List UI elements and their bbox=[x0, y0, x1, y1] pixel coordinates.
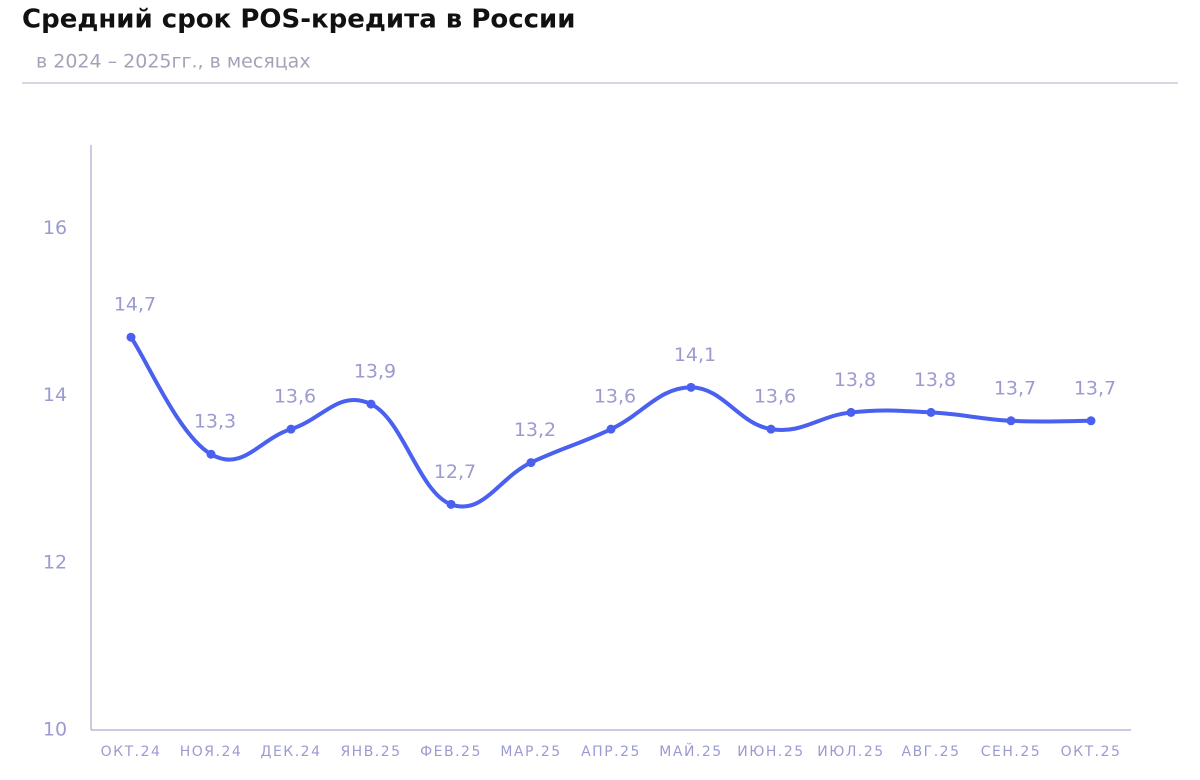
value-label: 13,6 bbox=[274, 386, 316, 408]
y-tick-label: 14 bbox=[43, 384, 67, 406]
chart-subtitle: в 2024 – 2025гг., в месяцах bbox=[36, 51, 311, 73]
point bbox=[1086, 416, 1096, 426]
value-label: 14,1 bbox=[674, 344, 716, 366]
point bbox=[206, 449, 216, 459]
value-label: 14,7 bbox=[114, 294, 156, 316]
value-label: 12,7 bbox=[434, 461, 476, 483]
y-tick-label: 16 bbox=[43, 217, 67, 239]
point bbox=[446, 499, 456, 509]
value-label: 13,6 bbox=[754, 386, 796, 408]
x-tick-label: ЯНВ.25 bbox=[340, 744, 401, 760]
x-tick-label: ОКТ.24 bbox=[101, 744, 162, 760]
value-label: 13,7 bbox=[1074, 377, 1116, 399]
point bbox=[846, 407, 856, 417]
value-label: 13,3 bbox=[194, 411, 236, 433]
x-tick-label: АПР.25 bbox=[581, 744, 641, 760]
line bbox=[129, 335, 1093, 509]
value-label: 13,8 bbox=[834, 369, 876, 391]
point bbox=[286, 424, 296, 434]
point bbox=[926, 407, 936, 417]
point bbox=[766, 424, 776, 434]
value-label: 13,2 bbox=[514, 419, 556, 441]
y-tick-label: 12 bbox=[43, 551, 67, 573]
x-tick-label: ОКТ.25 bbox=[1061, 744, 1122, 760]
point bbox=[126, 332, 136, 342]
value-label: 13,7 bbox=[994, 377, 1036, 399]
value-label: 13,9 bbox=[354, 361, 396, 383]
x-tick-label: МАЙ.25 bbox=[659, 742, 722, 760]
x-tick-label: СЕН.25 bbox=[981, 744, 1041, 760]
x-tick-label: ИЮЛ.25 bbox=[817, 744, 884, 760]
y-tick-label: 10 bbox=[43, 719, 67, 741]
x-tick-label: ДЕК.24 bbox=[261, 744, 322, 760]
point bbox=[526, 458, 536, 468]
value-label: 13,8 bbox=[914, 369, 956, 391]
x-tick-label: АВГ.25 bbox=[902, 744, 961, 760]
x-tick-label: ИЮН.25 bbox=[737, 744, 804, 760]
x-tick-label: МАР.25 bbox=[500, 744, 561, 760]
point bbox=[686, 382, 696, 392]
point bbox=[366, 399, 376, 409]
value-label: 13,6 bbox=[594, 386, 636, 408]
chart-title: Средний срок POS-кредита в России bbox=[22, 5, 576, 35]
point bbox=[1006, 416, 1016, 426]
x-tick-label: НОЯ.24 bbox=[180, 744, 243, 760]
x-tick-label: ФЕВ.25 bbox=[420, 744, 482, 760]
point bbox=[606, 424, 616, 434]
